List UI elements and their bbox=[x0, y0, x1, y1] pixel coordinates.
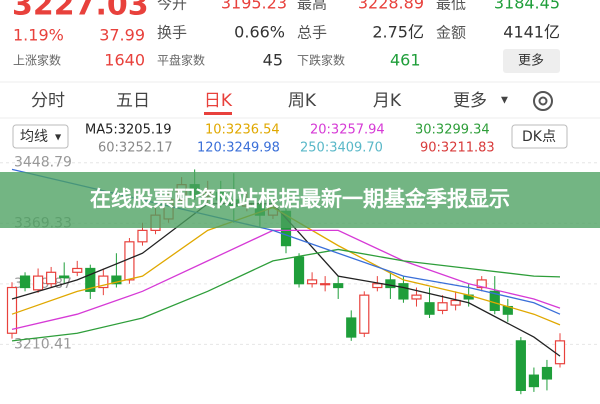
candle-body bbox=[320, 283, 331, 286]
dk-button-label: DK点 bbox=[522, 129, 556, 145]
candle-body bbox=[333, 283, 344, 289]
candle-body bbox=[541, 366, 553, 380]
tab[interactable]: 周K bbox=[288, 91, 317, 111]
stat-label: 换手 bbox=[157, 24, 187, 42]
dk-button[interactable] bbox=[511, 124, 568, 149]
stat-label: 总手 bbox=[297, 24, 327, 42]
candle-body bbox=[398, 283, 409, 300]
ma-legend-entry: 30:3299.34 bbox=[415, 123, 490, 138]
breadth-label: 平盘家数 bbox=[157, 53, 205, 68]
tab-underline bbox=[204, 112, 232, 115]
ma-legend: MA5:3205.19 10:3236.54 20:3257.94 30:3299.3… bbox=[85, 123, 495, 156]
candle-body bbox=[32, 275, 44, 291]
candle-body bbox=[293, 256, 305, 285]
candle-body bbox=[124, 241, 135, 281]
stat-value: 3195.23 bbox=[221, 0, 287, 13]
ma-line bbox=[11, 203, 561, 357]
candle-body bbox=[528, 374, 540, 388]
candle-body bbox=[385, 279, 396, 289]
stat-label: 最高 bbox=[297, 0, 327, 13]
breadth-value: 461 bbox=[390, 51, 421, 70]
stat-value: 0.66% bbox=[234, 23, 285, 42]
ma-legend-entry: 90:3211.83 bbox=[420, 141, 495, 156]
banner-text: 在线股票配资网站根据最新一期基金季报显示 bbox=[90, 187, 510, 211]
stat-label: 金额 bbox=[436, 24, 466, 42]
ma-legend-entry: MA5:3205.19 bbox=[85, 123, 172, 138]
tab[interactable]: 五日 bbox=[116, 91, 150, 111]
banner bbox=[0, 172, 600, 228]
dropdown-arrow: ▼ bbox=[55, 133, 62, 142]
tab[interactable]: 分时 bbox=[31, 91, 65, 111]
ma-legend-entry: 250:3409.70 bbox=[300, 141, 383, 156]
candle-body bbox=[554, 340, 566, 365]
stat-value: 3184.45 bbox=[494, 0, 560, 13]
change-pct: 1.19% bbox=[13, 26, 64, 45]
ma-legend-entry: 20:3257.94 bbox=[310, 123, 385, 138]
candle-body bbox=[476, 279, 487, 289]
candle-body bbox=[46, 271, 57, 285]
ma-line bbox=[11, 248, 561, 342]
candle-body bbox=[59, 275, 70, 279]
settings-icon[interactable] bbox=[533, 91, 553, 111]
breadth-label: 下跌家数 bbox=[297, 53, 345, 68]
candle-body bbox=[437, 302, 448, 311]
candle-body bbox=[346, 317, 357, 338]
tab[interactable]: 日K bbox=[204, 91, 233, 111]
candle-body bbox=[372, 283, 383, 289]
breadth-label: 上涨家数 bbox=[13, 53, 61, 68]
candle-body bbox=[359, 294, 370, 334]
candlestick-chart: 3448.793369.333289.873210.41 bbox=[0, 155, 600, 395]
candle-body bbox=[411, 294, 422, 300]
more-button-label: 更多 bbox=[518, 53, 544, 69]
stat-value: 3228.89 bbox=[358, 0, 424, 13]
candle-body bbox=[450, 299, 461, 306]
change: 37.99 bbox=[99, 26, 145, 45]
tab[interactable]: 更多 bbox=[453, 91, 487, 111]
candle-body bbox=[306, 279, 318, 285]
candle-body bbox=[424, 302, 435, 315]
dropdown-arrow: ▼ bbox=[501, 96, 508, 106]
candle-body bbox=[137, 229, 148, 243]
candle-body bbox=[515, 340, 526, 391]
gear-center bbox=[538, 96, 548, 106]
breadth-value: 1640 bbox=[104, 51, 145, 70]
candle-body bbox=[111, 275, 122, 285]
ma-legend-entry: 60:3252.17 bbox=[98, 141, 173, 156]
stat-label: 今开 bbox=[157, 0, 187, 13]
tab[interactable]: 月K bbox=[373, 91, 402, 111]
ma-button-label: 均线 bbox=[20, 129, 48, 145]
ma-line bbox=[11, 229, 561, 331]
y-tick-label: 3210.41 bbox=[14, 336, 72, 352]
stat-value: 2.75亿 bbox=[372, 23, 424, 42]
gear bbox=[533, 91, 553, 111]
ma-legend-entry: 120:3249.98 bbox=[197, 141, 280, 156]
candle-body bbox=[6, 286, 18, 334]
candle-body bbox=[85, 267, 96, 292]
index-price: 3227.03 bbox=[12, 0, 149, 23]
stat-label: 最低 bbox=[436, 0, 466, 13]
candle-body bbox=[19, 275, 31, 289]
y-tick-label: 3448.79 bbox=[14, 155, 72, 171]
candle-body bbox=[98, 275, 109, 289]
stat-value: 4141亿 bbox=[503, 23, 560, 42]
ma-button[interactable] bbox=[12, 124, 69, 149]
more-button[interactable] bbox=[503, 49, 560, 73]
ma-legend-entry: 10:3236.54 bbox=[205, 123, 280, 138]
candle-body bbox=[72, 267, 83, 273]
breadth-value: 45 bbox=[263, 51, 283, 70]
tab-bar: 分时 五日 日K 周K 月K 更多 ▼ bbox=[31, 91, 508, 115]
